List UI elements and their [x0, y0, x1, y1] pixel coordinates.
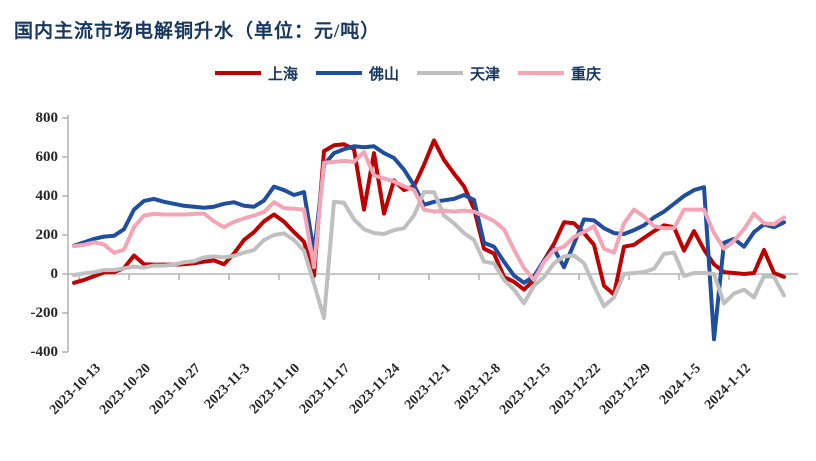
- legend-item-chongqing: 重庆: [518, 63, 601, 84]
- legend-swatch-tianjin: [417, 71, 463, 75]
- series-line-chongqing: [72, 150, 786, 282]
- legend-item-tianjin: 天津: [417, 63, 500, 84]
- legend-swatch-foshan: [315, 71, 362, 75]
- legend-label-foshan: 佛山: [368, 66, 399, 83]
- legend-item-shanghai: 上海: [214, 63, 298, 84]
- y-axis-label: 0: [50, 266, 59, 282]
- legend-swatch-chongqing: [518, 71, 565, 75]
- legend-label-shanghai: 上海: [267, 66, 298, 83]
- legend-item-foshan: 佛山: [315, 63, 399, 84]
- legend: 上海 佛山 天津 重庆: [0, 62, 816, 84]
- y-axis-label: 400: [35, 188, 59, 204]
- legend-label-chongqing: 重庆: [571, 66, 602, 83]
- legend-swatch-shanghai: [214, 71, 261, 75]
- series-line-shanghai: [72, 138, 786, 297]
- chart-title: 国内主流市场电解铜升水（单位：元/吨）: [14, 21, 381, 42]
- y-axis-label: 600: [35, 149, 59, 165]
- y-axis-label: -200: [30, 305, 59, 321]
- y-axis-label: -400: [30, 344, 59, 360]
- series-line-tianjin: [72, 190, 786, 320]
- y-axis-label: 200: [35, 227, 59, 243]
- series-line-foshan: [72, 144, 786, 342]
- y-axis-label: 800: [35, 110, 59, 126]
- legend-label-tianjin: 天津: [470, 66, 501, 83]
